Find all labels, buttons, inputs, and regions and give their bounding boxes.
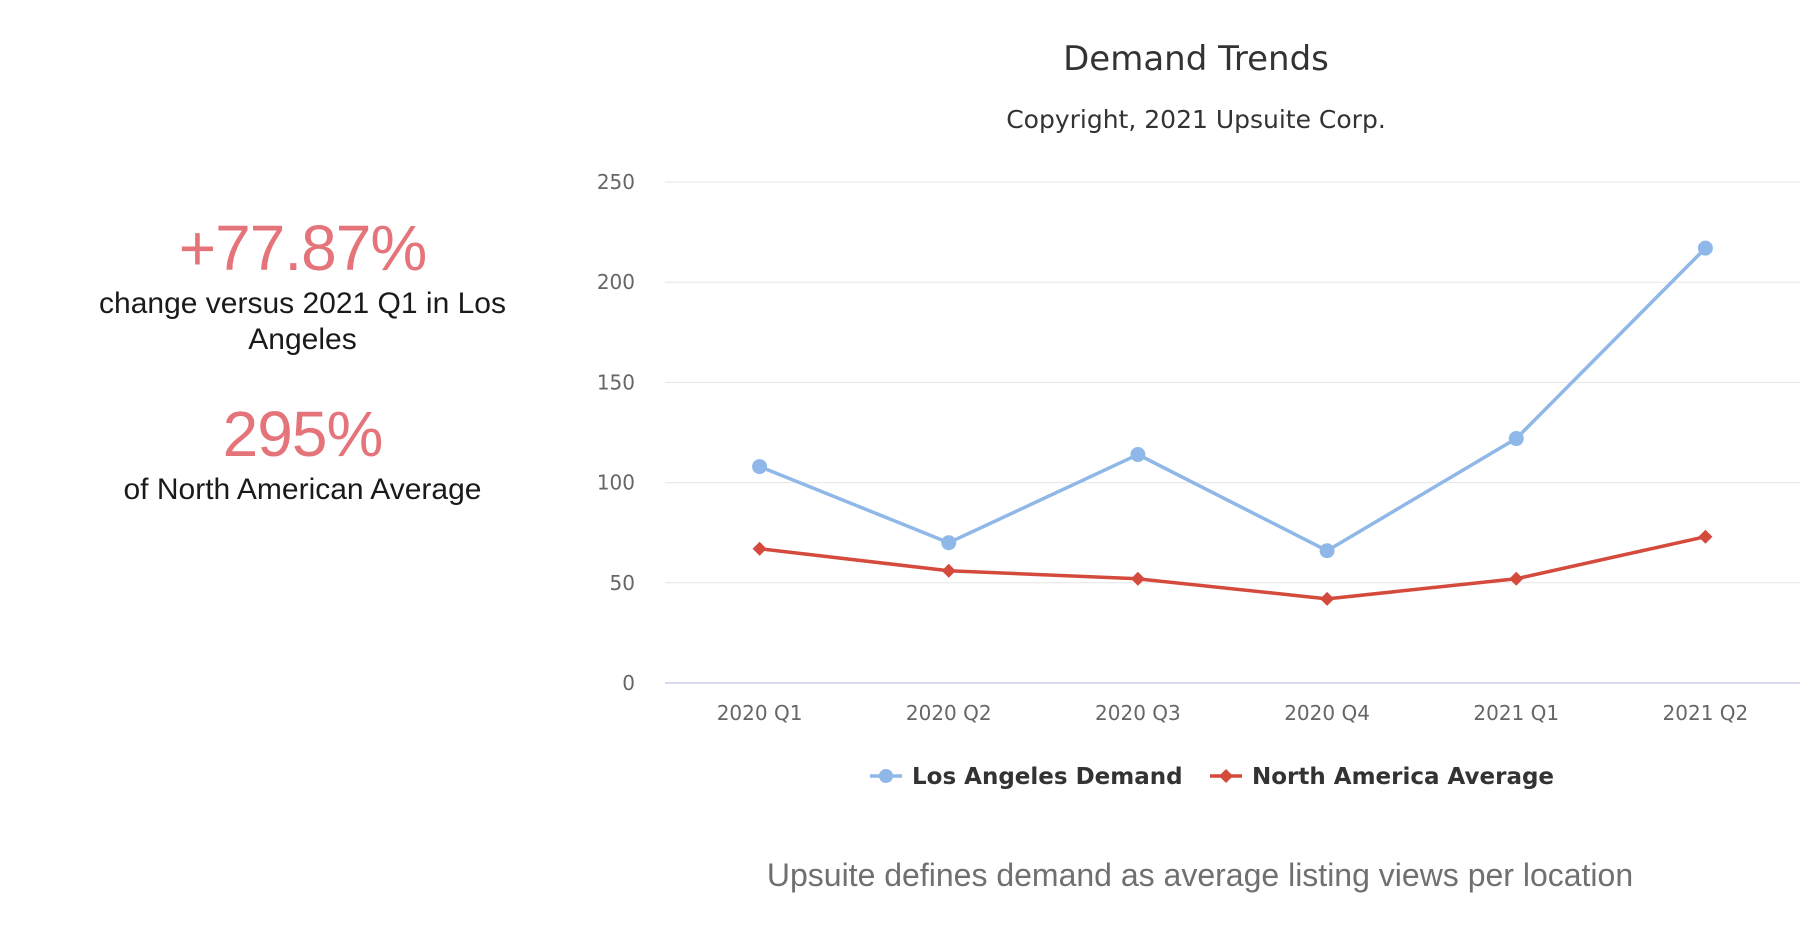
y-tick-label: 200 [597, 270, 635, 294]
footnote: Upsuite defines demand as average listin… [766, 857, 1634, 893]
legend-marker [879, 769, 893, 783]
x-tick-label: 2020 Q3 [1095, 701, 1181, 725]
stat-ratio-description: of North American Average [123, 473, 482, 506]
data-point [1320, 591, 1335, 606]
data-point [752, 459, 768, 475]
x-tick-label: 2020 Q4 [1284, 701, 1370, 725]
y-tick-label: 50 [610, 571, 635, 595]
legend-label: Los Angeles Demand [912, 764, 1183, 790]
x-tick-label: 2020 Q2 [906, 701, 992, 725]
chart-title: Demand Trends [1063, 39, 1329, 79]
stat-change: +77.87% change versus 2021 Q1 in Los Ang… [60, 216, 545, 358]
legend-marker [1219, 769, 1233, 783]
y-tick-label: 250 [597, 170, 635, 194]
data-point [1698, 529, 1713, 544]
data-point [1130, 571, 1145, 586]
chart-subtitle: Copyright, 2021 Upsuite Corp. [1006, 105, 1386, 134]
data-point [1697, 240, 1713, 256]
data-point [1509, 571, 1524, 586]
data-point [1319, 543, 1335, 559]
series-line-0 [757, 246, 1708, 553]
data-point [941, 535, 957, 551]
series-line-1 [757, 534, 1708, 601]
x-tick-label: 2020 Q1 [717, 701, 803, 725]
y-tick-label: 150 [597, 370, 635, 394]
y-tick-label: 0 [622, 671, 635, 695]
stat-ratio: 295% of North American Average [60, 402, 545, 508]
stat-change-value: +77.87% [178, 212, 427, 284]
legend-label: North America Average [1252, 764, 1554, 790]
data-point [941, 563, 956, 578]
data-point [752, 541, 767, 556]
x-tick-label: 2021 Q2 [1663, 701, 1749, 725]
data-point [1130, 447, 1146, 463]
stat-ratio-value: 295% [222, 398, 384, 470]
y-tick-label: 100 [597, 471, 635, 495]
x-tick-label: 2021 Q1 [1473, 701, 1559, 725]
data-point [1508, 431, 1524, 447]
stat-change-description: change versus 2021 Q1 in Los Angeles [99, 287, 506, 356]
